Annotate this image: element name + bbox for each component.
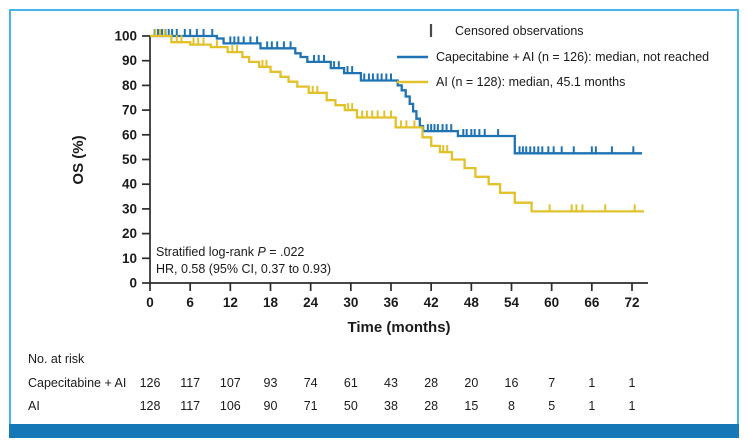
y-tick-label: 60: [122, 127, 137, 142]
risk-count: 1: [588, 376, 595, 390]
hazard-ratio-line: HR, 0.58 (95% CI, 0.37 to 0.93): [156, 262, 331, 276]
risk-count: 7: [548, 376, 555, 390]
risk-count: 20: [464, 376, 478, 390]
risk-count: 128: [140, 399, 161, 413]
risk-count: 90: [264, 399, 278, 413]
y-tick-label: 20: [122, 226, 137, 241]
legend-ai-label: AI (n = 128): median, 45.1 months: [436, 75, 625, 89]
x-tick-label: 36: [383, 295, 399, 310]
y-tick-label: 10: [122, 251, 137, 266]
logrank-text: Stratified log-rank: [156, 245, 257, 259]
risk-count: 126: [140, 376, 161, 390]
p-symbol: P: [257, 245, 266, 259]
x-tick-label: 66: [584, 295, 600, 310]
risk-count: 71: [304, 399, 318, 413]
risk-count: 28: [424, 399, 438, 413]
legend: Censored observations Capecitabine + AI …: [397, 24, 709, 89]
x-tick-label: 72: [624, 295, 639, 310]
risk-count: 74: [304, 376, 318, 390]
y-tick-label: 30: [122, 201, 137, 216]
figure-frame: [9, 9, 739, 438]
legend-capecitabine-label: Capecitabine + AI (n = 126): median, not…: [436, 50, 709, 64]
p-value: = .022: [266, 245, 305, 259]
risk-count: 107: [220, 376, 241, 390]
x-tick-label: 0: [146, 295, 154, 310]
risk-count: 117: [180, 376, 200, 390]
y-tick-label: 0: [129, 276, 137, 291]
y-tick-label: 90: [122, 53, 137, 68]
y-tick-label: 80: [122, 78, 137, 93]
x-tick-label: 6: [186, 295, 194, 310]
x-tick-label: 30: [343, 295, 358, 310]
x-axis-title: Time (months): [347, 319, 450, 336]
risk-row-label-capecitabine: Capecitabine + AI: [28, 376, 126, 390]
risk-table: No. at risk Capecitabine + AI AI 126 117 1…: [28, 352, 636, 413]
stats-annotation: Stratified log-rank P = .022 HR, 0.58 (9…: [156, 245, 331, 276]
risk-count: 5: [548, 399, 555, 413]
y-tick-label: 40: [122, 177, 137, 192]
km-curve-ai: [150, 34, 644, 213]
bottom-bar: [9, 424, 739, 438]
risk-count: 43: [384, 376, 398, 390]
x-tick-label: 54: [504, 295, 520, 310]
risk-table-header: No. at risk: [28, 352, 85, 366]
risk-count: 50: [344, 399, 358, 413]
risk-count: 1: [629, 376, 636, 390]
axes: 0 10 20 30 40 50 60 70 80 90 100 0 6 12 18 24 30 36 42 48 54…: [114, 29, 648, 310]
x-tick-label: 48: [464, 295, 480, 310]
risk-count: 8: [508, 399, 515, 413]
y-tick-label: 50: [122, 152, 137, 167]
x-tick-label: 60: [544, 295, 559, 310]
legend-censored-label: Censored observations: [455, 24, 584, 38]
y-axis-title: OS (%): [70, 135, 87, 184]
x-tick-label: 18: [263, 295, 279, 310]
risk-count: 1: [588, 399, 595, 413]
risk-count: 61: [344, 376, 358, 390]
risk-count: 106: [220, 399, 241, 413]
risk-count: 15: [464, 399, 478, 413]
risk-count: 117: [180, 399, 200, 413]
risk-count: 93: [264, 376, 278, 390]
risk-count: 38: [384, 399, 398, 413]
x-tick-label: 24: [303, 295, 319, 310]
logrank-line: Stratified log-rank P = .022: [156, 245, 304, 259]
y-tick-label: 100: [114, 29, 137, 44]
risk-count: 16: [505, 376, 519, 390]
risk-count: 28: [424, 376, 438, 390]
x-tick-label: 42: [424, 295, 439, 310]
y-tick-label: 70: [122, 103, 137, 118]
risk-row-label-ai: AI: [28, 399, 40, 413]
x-tick-label: 12: [223, 295, 238, 310]
risk-count: 1: [629, 399, 636, 413]
